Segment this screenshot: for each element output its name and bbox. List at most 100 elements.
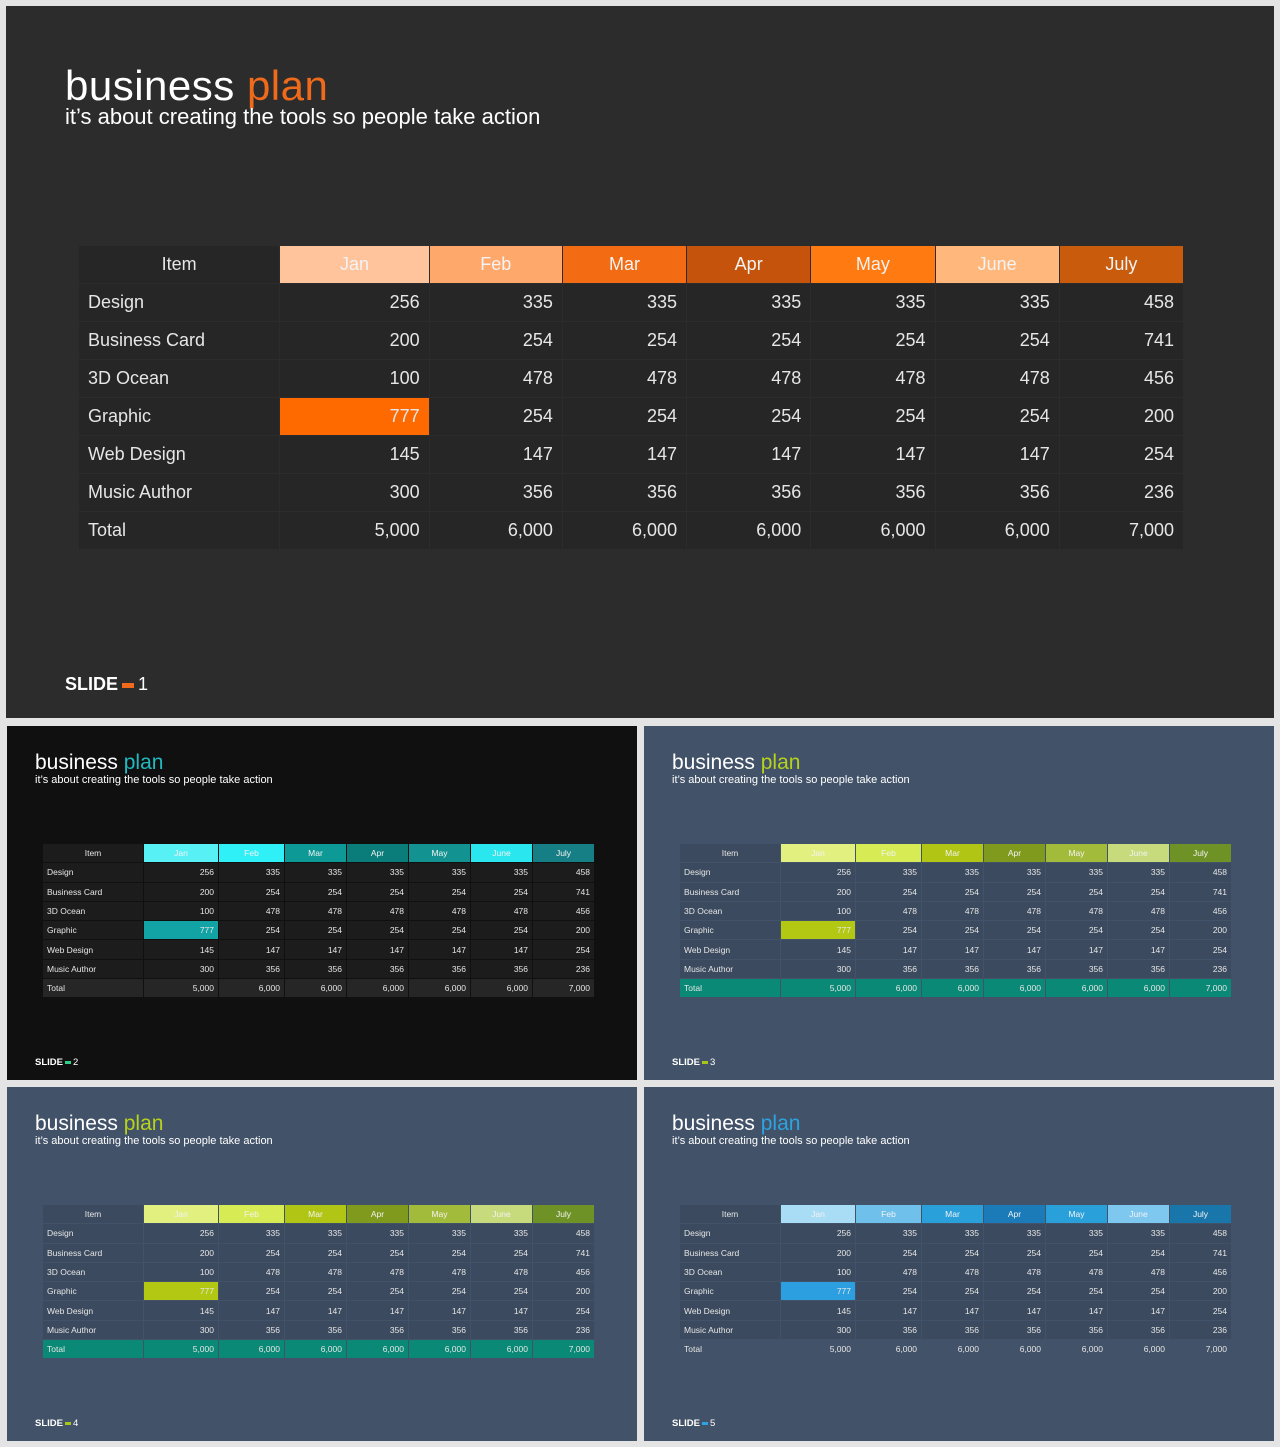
table-cell: 356 bbox=[219, 959, 284, 979]
table-cell: 147 bbox=[687, 436, 811, 473]
table-cell: 335 bbox=[347, 863, 408, 882]
table-row: Design 256 335 335 335 335 335 458 bbox=[680, 863, 1231, 882]
table-cell: 254 bbox=[922, 1282, 983, 1301]
slide-label: SLIDE 4 bbox=[35, 1418, 78, 1429]
slide-number: 4 bbox=[72, 1418, 79, 1429]
table-cell: 254 bbox=[533, 1301, 594, 1320]
slide-2[interactable]: business plan it’s about creating the to… bbox=[7, 726, 637, 1080]
table-cell: 456 bbox=[1170, 1262, 1231, 1282]
table-cell: 254 bbox=[984, 1243, 1045, 1262]
table-row: Business Card 200 254 254 254 254 254 741 bbox=[680, 882, 1231, 901]
table-row: Music Author 300 356 356 356 356 356 236 bbox=[79, 474, 1183, 511]
table-cell: 254 bbox=[471, 921, 532, 940]
table-cell: 356 bbox=[285, 959, 346, 979]
table-cell: 478 bbox=[219, 1262, 284, 1282]
row-label: Music Author bbox=[43, 1320, 143, 1340]
row-label: Music Author bbox=[680, 959, 780, 979]
row-label: Design bbox=[43, 863, 143, 882]
highlighted-cell: 777 bbox=[781, 921, 855, 940]
table-cell: 6,000 bbox=[219, 979, 284, 998]
column-header-item: Item bbox=[680, 1205, 780, 1224]
table-cell: 478 bbox=[1046, 1262, 1107, 1282]
table-cell: 200 bbox=[1170, 921, 1231, 940]
table-cell: 6,000 bbox=[1046, 1340, 1107, 1359]
table-cell: 254 bbox=[471, 1282, 532, 1301]
table-cell: 335 bbox=[1046, 863, 1107, 882]
table-cell: 147 bbox=[984, 1301, 1045, 1320]
table-cell: 356 bbox=[984, 1320, 1045, 1340]
table-cell: 254 bbox=[219, 1282, 284, 1301]
table-cell: 300 bbox=[280, 474, 429, 511]
table-cell: 300 bbox=[781, 959, 855, 979]
table-cell: 254 bbox=[984, 921, 1045, 940]
table-row: Music Author 300 356 356 356 356 356 236 bbox=[680, 959, 1231, 979]
table-cell: 254 bbox=[429, 322, 562, 359]
column-header-mar: Mar bbox=[922, 844, 983, 863]
slide-4[interactable]: business plan it’s about creating the to… bbox=[7, 1087, 637, 1441]
slide-word: SLIDE bbox=[35, 1418, 63, 1429]
column-header-apr: Apr bbox=[687, 246, 811, 283]
title-main: business bbox=[672, 1112, 755, 1135]
row-label: Graphic bbox=[43, 921, 143, 940]
column-header-june: June bbox=[471, 844, 532, 863]
table-cell: 254 bbox=[856, 882, 921, 901]
table-cell: 335 bbox=[1108, 863, 1169, 882]
table-cell: 478 bbox=[471, 1262, 532, 1282]
row-label: Total bbox=[680, 1340, 780, 1359]
table-cell: 256 bbox=[781, 863, 855, 882]
column-header-mar: Mar bbox=[562, 246, 687, 283]
slide-1[interactable]: business plan it’s about creating the to… bbox=[6, 6, 1274, 718]
column-header-feb: Feb bbox=[219, 1205, 284, 1224]
dash-icon bbox=[701, 1060, 708, 1064]
table-cell: 335 bbox=[409, 863, 470, 882]
column-header-item: Item bbox=[43, 1205, 143, 1224]
column-header-may: May bbox=[811, 246, 935, 283]
table-cell: 741 bbox=[533, 1243, 594, 1262]
business-plan-table: Item Jan Feb Mar Apr May June July Design 256 335 3… bbox=[679, 843, 1232, 999]
table-cell: 100 bbox=[781, 901, 855, 921]
slide-label: SLIDE 1 bbox=[65, 674, 148, 695]
table-cell: 147 bbox=[285, 1301, 346, 1320]
table-cell: 200 bbox=[781, 1243, 855, 1262]
slide-3[interactable]: business plan it’s about creating the to… bbox=[644, 726, 1274, 1080]
table-cell: 254 bbox=[409, 1243, 470, 1262]
table-cell: 254 bbox=[409, 882, 470, 901]
table-cell: 254 bbox=[1170, 940, 1231, 959]
table-cell: 6,000 bbox=[347, 979, 408, 998]
table-cell: 6,000 bbox=[984, 1340, 1045, 1359]
table-cell: 147 bbox=[562, 436, 687, 473]
slide-5[interactable]: business plan it’s about creating the to… bbox=[644, 1087, 1274, 1441]
table-cell: 356 bbox=[1046, 1320, 1107, 1340]
table-cell: 335 bbox=[219, 863, 284, 882]
table-cell: 335 bbox=[811, 284, 935, 321]
column-header-feb: Feb bbox=[219, 844, 284, 863]
column-header-jan: Jan bbox=[280, 246, 429, 283]
table-row: Music Author 300 356 356 356 356 356 236 bbox=[43, 1320, 594, 1340]
table-cell: 147 bbox=[856, 1301, 921, 1320]
table-cell: 356 bbox=[984, 959, 1045, 979]
table-cell: 478 bbox=[922, 1262, 983, 1282]
table-row: Total 5,000 6,000 6,000 6,000 6,000 6,000 7,000 bbox=[79, 512, 1183, 549]
column-header-june: June bbox=[1108, 1205, 1169, 1224]
table-cell: 254 bbox=[347, 1282, 408, 1301]
table-cell: 254 bbox=[347, 882, 408, 901]
table-cell: 458 bbox=[1170, 863, 1231, 882]
table-cell: 335 bbox=[1108, 1224, 1169, 1243]
slide-label: SLIDE 2 bbox=[35, 1057, 78, 1068]
table-cell: 456 bbox=[1170, 901, 1231, 921]
table-cell: 147 bbox=[1108, 940, 1169, 959]
table-cell: 335 bbox=[922, 1224, 983, 1243]
table-row: Web Design 145 147 147 147 147 147 254 bbox=[79, 436, 1183, 473]
column-header-july: July bbox=[533, 844, 594, 863]
table-cell: 254 bbox=[1108, 1243, 1169, 1262]
table-cell: 456 bbox=[533, 901, 594, 921]
table-cell: 478 bbox=[347, 901, 408, 921]
table-cell: 356 bbox=[1108, 1320, 1169, 1340]
slide-title: business plan bbox=[672, 1112, 800, 1136]
table-cell: 356 bbox=[347, 959, 408, 979]
table-cell: 236 bbox=[1170, 959, 1231, 979]
row-label: Graphic bbox=[680, 1282, 780, 1301]
table-row: Graphic 777 254 254 254 254 254 200 bbox=[43, 1282, 594, 1301]
table-row: Design 256 335 335 335 335 335 458 bbox=[43, 1224, 594, 1243]
table-cell: 145 bbox=[781, 940, 855, 959]
